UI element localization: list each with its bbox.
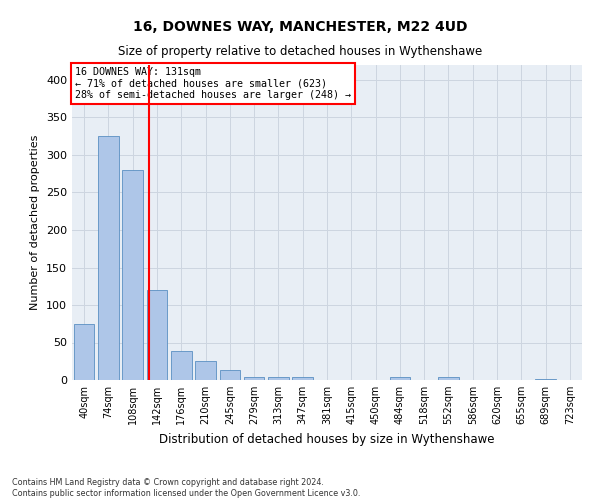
Bar — [268, 377, 289, 380]
Text: Size of property relative to detached houses in Wythenshawe: Size of property relative to detached ho… — [118, 45, 482, 58]
Bar — [220, 370, 240, 380]
Bar — [146, 290, 167, 380]
Text: Contains HM Land Registry data © Crown copyright and database right 2024.
Contai: Contains HM Land Registry data © Crown c… — [12, 478, 361, 498]
Text: 16, DOWNES WAY, MANCHESTER, M22 4UD: 16, DOWNES WAY, MANCHESTER, M22 4UD — [133, 20, 467, 34]
Bar — [389, 377, 410, 380]
Bar — [122, 170, 143, 380]
Y-axis label: Number of detached properties: Number of detached properties — [31, 135, 40, 310]
Bar — [74, 324, 94, 380]
Text: 16 DOWNES WAY: 131sqm
← 71% of detached houses are smaller (623)
28% of semi-det: 16 DOWNES WAY: 131sqm ← 71% of detached … — [74, 66, 350, 100]
Bar — [438, 377, 459, 380]
Bar — [195, 360, 216, 380]
Bar — [244, 377, 265, 380]
Bar — [292, 377, 313, 380]
Bar — [171, 351, 191, 380]
Bar — [98, 136, 119, 380]
Bar — [535, 378, 556, 380]
X-axis label: Distribution of detached houses by size in Wythenshawe: Distribution of detached houses by size … — [159, 432, 495, 446]
